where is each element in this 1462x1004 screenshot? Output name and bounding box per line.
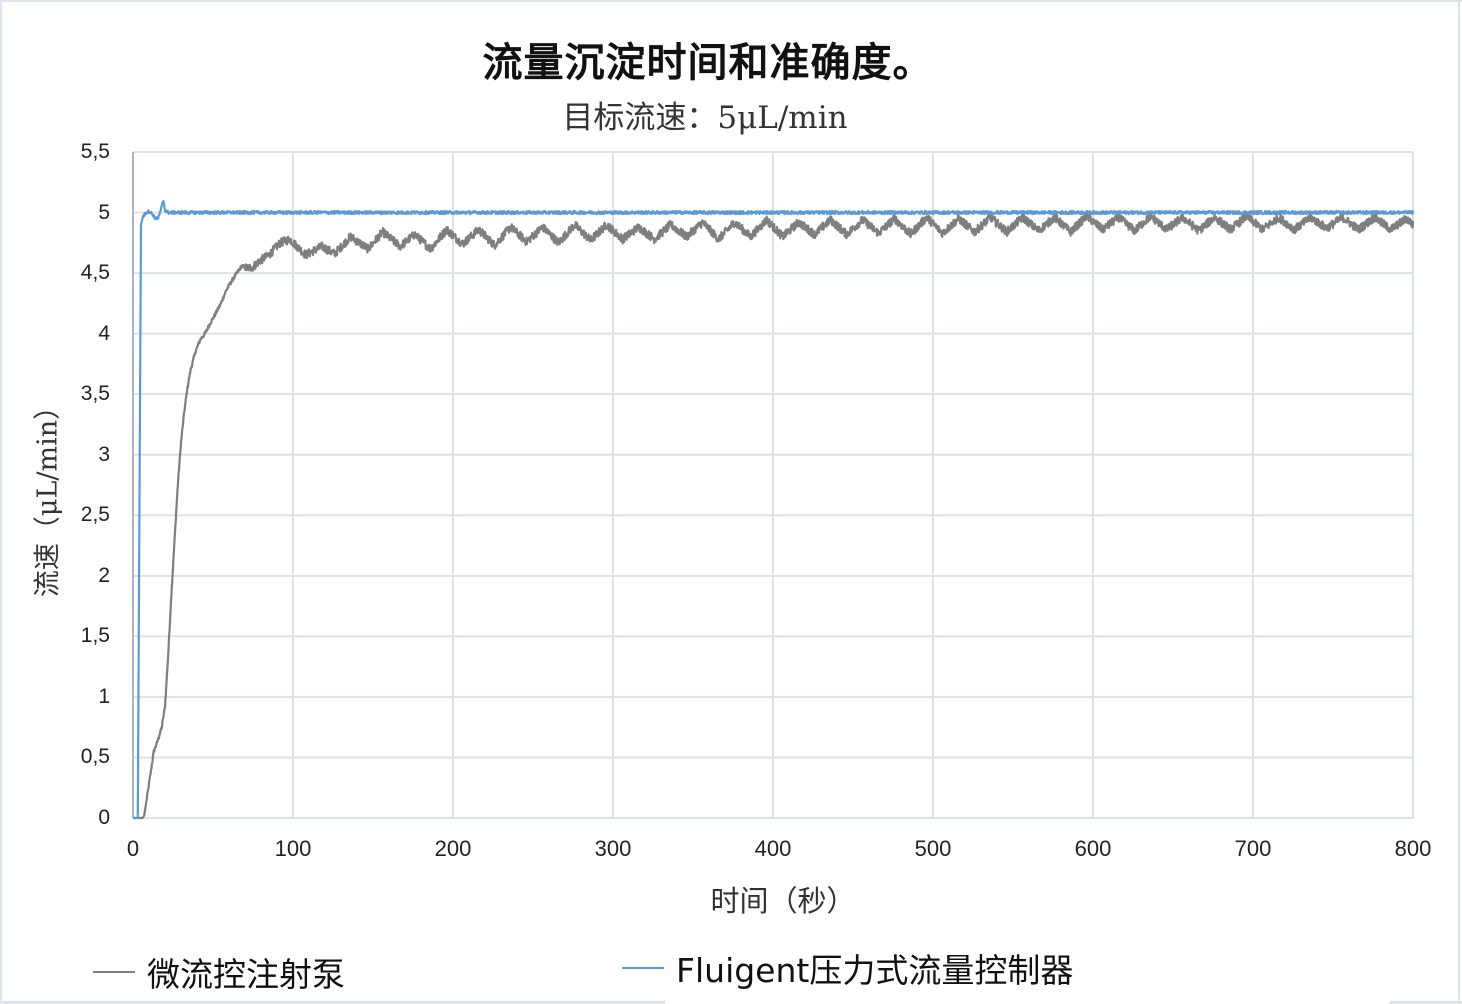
y-tick-label: 1 [98, 684, 110, 708]
frame-border-left [0, 0, 2, 1004]
y-tick-label: 5,5 [80, 140, 110, 163]
x-tick-label: 400 [754, 836, 792, 861]
y-tick-label: 2 [98, 563, 110, 587]
frame-border-bottom [1390, 1001, 1462, 1004]
y-tick-label: 3 [98, 442, 110, 466]
y-tick-label: 3,5 [80, 382, 110, 406]
x-tick-label: 100 [274, 836, 312, 861]
y-tick-label: 0,5 [80, 745, 110, 769]
x-tick-label: 300 [594, 836, 632, 861]
y-tick-label: 4,5 [80, 261, 110, 285]
x-tick-label: 200 [434, 836, 472, 861]
frame-border-top [0, 0, 1462, 2]
x-axis-label: 时间（秒） [710, 884, 856, 918]
y-tick-label: 5 [98, 200, 110, 224]
x-tick-label: 600 [1074, 836, 1112, 861]
x-tick-label: 0 [126, 836, 140, 861]
legend-item-fluigent: Fluigent压力式流量控制器 [622, 944, 1073, 992]
frame-border-bottom [0, 1001, 665, 1004]
legend-swatch-gray [93, 971, 135, 973]
series-line-fluigent [132, 200, 1415, 820]
series-line-syringe-pump [132, 210, 1415, 820]
legend-item-syringe-pump: 微流控注射泵 [93, 948, 345, 996]
y-tick-label: 1,5 [80, 624, 110, 648]
y-tick-label: 2,5 [80, 503, 110, 527]
x-tick-label: 500 [914, 836, 952, 861]
y-tick-label: 4 [98, 321, 110, 345]
chart-subtitle: 目标流速：5μL/min [562, 100, 848, 136]
x-tick-label: 700 [1234, 836, 1272, 861]
legend-label: Fluigent压力式流量控制器 [676, 951, 1074, 990]
y-axis-label: 流速（μL/min） [32, 392, 64, 598]
x-tick-label: 800 [1394, 836, 1432, 861]
y-tick-label: 0 [98, 806, 110, 829]
chart-title: 流量沉淀时间和准确度。 [482, 40, 934, 86]
frame-border-right [1458, 0, 1460, 1004]
legend-label: 微流控注射泵 [147, 955, 345, 994]
legend-swatch-blue [622, 967, 664, 969]
